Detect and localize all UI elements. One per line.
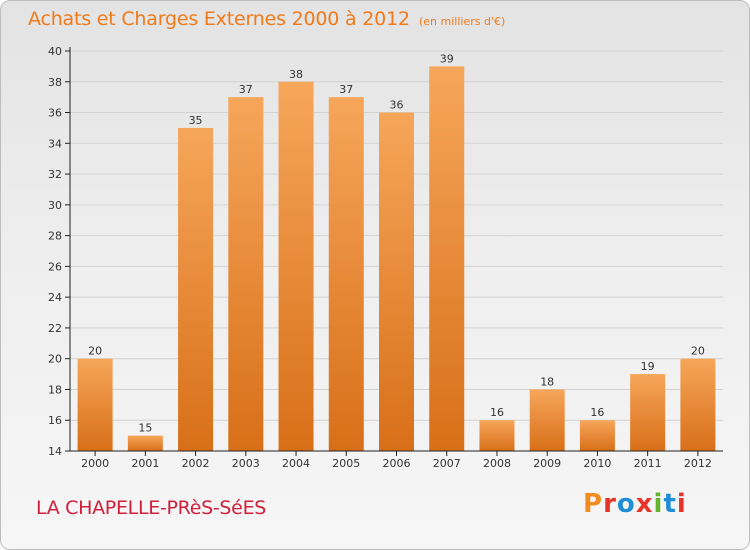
bar <box>178 127 214 451</box>
bar <box>479 420 515 451</box>
brand-logo-letter: t <box>663 489 677 519</box>
bar <box>328 97 364 452</box>
x-tick-label: 2008 <box>483 457 511 470</box>
data-label: 38 <box>289 68 303 81</box>
bar <box>228 97 264 452</box>
bar <box>278 81 314 452</box>
y-tick-label: 16 <box>48 414 62 427</box>
bar <box>127 435 163 451</box>
brand-logo-letter: i <box>653 489 664 519</box>
y-tick-label: 26 <box>48 260 62 273</box>
bar <box>630 374 666 451</box>
data-label: 19 <box>641 360 655 373</box>
data-label: 39 <box>440 52 454 65</box>
bar <box>529 389 565 451</box>
x-tick-label: 2003 <box>232 457 260 470</box>
x-tick-label: 2010 <box>583 457 611 470</box>
y-tick-label: 38 <box>48 76 62 89</box>
location-name: LA CHAPELLE-PRèS-SéES <box>36 497 267 519</box>
y-tick-label: 32 <box>48 168 62 181</box>
brand-logo-letter: o <box>616 489 636 519</box>
y-tick-label: 20 <box>48 353 62 366</box>
data-label: 36 <box>390 99 404 112</box>
brand-logo-letter: i <box>676 489 687 519</box>
data-label: 16 <box>590 406 604 419</box>
y-tick-label: 40 <box>48 45 62 58</box>
y-tick-label: 30 <box>48 199 62 212</box>
labels: 14 16 18 20 22 24 26 28 30 32 34 36 38 40 2000 20 2001 15… <box>48 45 712 470</box>
y-tick-label: 14 <box>48 445 62 458</box>
data-label: 15 <box>138 422 152 435</box>
x-tick-label: 2001 <box>131 457 159 470</box>
bar <box>77 358 113 451</box>
x-tick-label: 2004 <box>282 457 310 470</box>
bars <box>77 66 716 452</box>
x-tick-label: 2002 <box>182 457 210 470</box>
x-tick-label: 2011 <box>634 457 662 470</box>
brand-logo-letter: P <box>583 489 604 519</box>
y-tick-label: 28 <box>48 230 62 243</box>
y-tick-label: 18 <box>48 383 62 396</box>
x-tick-label: 2007 <box>433 457 461 470</box>
x-tick-label: 2005 <box>332 457 360 470</box>
data-label: 37 <box>239 83 253 96</box>
bar <box>680 358 716 451</box>
axes <box>65 47 723 456</box>
data-label: 18 <box>540 375 554 388</box>
data-label: 37 <box>339 83 353 96</box>
y-tick-label: 34 <box>48 137 62 150</box>
data-label: 20 <box>691 345 705 358</box>
page-title: Achats et Charges Externes 2000 à 2012 <box>28 8 410 30</box>
page-subtitle: (en milliers d'€) <box>419 15 506 28</box>
x-tick-label: 2006 <box>383 457 411 470</box>
data-label: 20 <box>88 345 102 358</box>
brand-logo-letter: r <box>603 489 617 519</box>
bar <box>579 420 615 451</box>
y-tick-label: 24 <box>48 291 62 304</box>
brand-logo[interactable]: Proxiti <box>583 489 687 519</box>
brand-logo-letter: x <box>635 489 654 519</box>
x-tick-label: 2009 <box>533 457 561 470</box>
x-tick-label: 2012 <box>684 457 712 470</box>
bar <box>379 112 414 452</box>
bar <box>429 66 465 451</box>
y-tick-label: 36 <box>48 107 62 120</box>
x-tick-label: 2000 <box>81 457 109 470</box>
y-tick-label: 22 <box>48 322 62 335</box>
data-label: 16 <box>490 406 504 419</box>
data-label: 35 <box>189 114 203 127</box>
